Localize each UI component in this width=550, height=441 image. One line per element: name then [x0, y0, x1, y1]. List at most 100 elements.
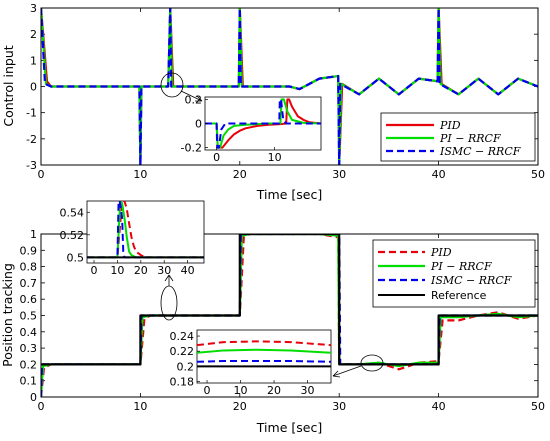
bottom-y-tick-label-4: 0.3: [20, 342, 38, 355]
bottom-zoom-connector-2: [332, 365, 362, 377]
top-zoom-connector: [180, 90, 203, 102]
top-inset-tick-labels: 0 10 -0.2 0 0.2: [181, 93, 282, 164]
top-x-tick-label-1: 0: [38, 168, 45, 181]
bottom-y-tick-label-11: 1: [30, 228, 37, 241]
bottom-inset-1-x-tick-label-2: 10: [110, 264, 124, 277]
top-y-tick-label-3: -1: [26, 107, 37, 120]
bottom-inset-2-series-group: [197, 340, 331, 368]
bottom-legend-pid-label: PID: [430, 246, 452, 259]
bottom-zoom-arrowhead-1: [164, 274, 174, 282]
bottom-y-axis-label: Position tracking: [0, 263, 15, 367]
bottom-inset-2-x-tick-label-4: 30: [301, 384, 315, 397]
bottom-series-group: [41, 234, 538, 397]
top-inset-series-group: [205, 98, 321, 149]
top-x-tick-label-3: 20: [233, 168, 247, 181]
bottom-legend: PID PI − RRCF ISMC − RRCF Reference: [372, 239, 536, 308]
bottom-series-4-line: [41, 234, 538, 366]
bottom-x-tick-label-1: 0: [38, 400, 45, 413]
bottom-zoom-arrowhead-2: [332, 370, 341, 378]
top-y-tick-label-4: 0: [30, 81, 37, 94]
top-series-group: [41, 8, 538, 165]
top-x-tick-label-4: 30: [332, 168, 346, 181]
bottom-y-tick-label-7: 0.6: [20, 293, 38, 306]
top-x-tick-label-6: 50: [531, 168, 545, 181]
bottom-legend-ismc-label: ISMC − RRCF: [430, 274, 512, 287]
bottom-inset-1-x-tick-label-4: 30: [157, 264, 171, 277]
bottom-y-tick-label-9: 0.8: [20, 261, 38, 274]
top-legend-pi-label: PI − RRCF: [439, 132, 501, 145]
top-legend-pid-label: PID: [439, 119, 461, 132]
bottom-inset-2-y-tick-label-2: 0.2: [177, 360, 195, 373]
bottom-inset-2-series-2-line: [197, 348, 331, 354]
bottom-y-tick-label-1: 0: [30, 391, 37, 404]
top-x-axis-label: Time [sec]: [256, 187, 322, 202]
bottom-legend-reference-label: Reference: [431, 289, 487, 302]
top-zoom-ellipse: [160, 72, 184, 98]
top-inset-y-tick-label-2: 0: [195, 118, 202, 131]
bottom-inset-2-x-tick-label-1: 0: [204, 384, 211, 397]
bottom-panel: 0 10 20 30 40 50 00.10.20.30.40.50.60.70.80.9…: [0, 200, 546, 435]
bottom-inset-2-series-3-line: [197, 360, 331, 363]
top-inset: 0 10 -0.2 0 0.2: [181, 93, 322, 164]
top-legend: PID PI − RRCF ISMC − RRCF: [380, 112, 536, 162]
bottom-x-tick-label-6: 50: [531, 400, 545, 413]
bottom-inset-2: 0 10 20 30 0.18 0.2 0.22 0.24: [170, 329, 332, 397]
bottom-inset-1-y-tick-label-1: 0.5: [67, 251, 85, 264]
bottom-series-1-line: [41, 234, 538, 397]
top-axes-box: [40, 7, 539, 166]
top-legend-ismc-label: ISMC − RRCF: [439, 145, 521, 158]
bottom-inset-2-x-tick-label-3: 20: [267, 384, 281, 397]
top-y-tick-label-1: -3: [26, 159, 37, 172]
bottom-inset-1-series-group: [87, 201, 204, 259]
top-inset-series-3-line: [205, 98, 321, 149]
bottom-inset-1-y-tick-label-2: 0.52: [60, 229, 85, 242]
bottom-x-tick-label-2: 10: [133, 400, 147, 413]
bottom-inset-2-series-1-line: [197, 340, 331, 347]
bottom-inset-1: 0 10 20 30 40 0.5 0.52 0.54: [60, 200, 205, 277]
top-y-tick-label-6: 2: [30, 28, 37, 41]
top-panel: 0 10 20 30 40 50 -3 -2 -1 0 1 2 3 Time [sec] Contro…: [1, 2, 545, 202]
top-x-tick-labels: 0 10 20 30 40 50: [38, 168, 546, 181]
bottom-x-tick-label-5: 40: [432, 400, 446, 413]
bottom-y-tick-label-6: 0.5: [20, 310, 38, 323]
top-x-tick-label-2: 10: [133, 168, 147, 181]
bottom-legend-pi-label: PI − RRCF: [430, 260, 492, 273]
bottom-inset-2-y-tick-label-3: 0.22: [170, 345, 195, 358]
bottom-inset-2-box: [196, 329, 332, 384]
bottom-y-tick-label-2: 0.1: [20, 375, 38, 388]
bottom-y-tick-labels: 0 0.1 0.2 0.3 0.4 0.5 0.6 0.7 0.8 0.9 1: [20, 228, 38, 404]
top-y-tick-label-5: 1: [30, 54, 37, 67]
bottom-inset-1-x-tick-label-1: 0: [91, 264, 98, 277]
top-zoom-arrowhead: [195, 95, 203, 102]
bottom-x-axis-label: Time [sec]: [256, 420, 322, 435]
top-series-3-line: [41, 8, 538, 165]
top-inset-x-tick-label-1: 0: [213, 151, 220, 164]
top-inset-x-tick-label-2: 10: [268, 151, 282, 164]
bottom-y-tick-label-8: 0.7: [20, 277, 38, 290]
bottom-y-tick-label-10: 0.9: [20, 244, 38, 257]
bottom-x-tick-label-4: 30: [332, 400, 346, 413]
bottom-inset-1-box: [86, 200, 205, 264]
bottom-inset-1-x-tick-label-5: 40: [181, 264, 195, 277]
top-y-axis-label: Control input: [1, 45, 16, 126]
bottom-x-tick-label-3: 20: [233, 400, 247, 413]
top-inset-series-1-line: [205, 98, 321, 149]
bottom-inset-1-tick-labels: 0 10 20 30 40 0.5 0.52 0.54: [60, 206, 195, 277]
bottom-zoom-ellipse-2: [360, 354, 384, 372]
top-inset-y-tick-label-1: -0.2: [181, 142, 202, 155]
bottom-y-tick-label-5: 0.4: [20, 326, 38, 339]
top-y-tick-labels: -3 -2 -1 0 1 2 3: [26, 2, 37, 172]
bottom-x-tick-labels: 0 10 20 30 40 50: [38, 400, 546, 413]
top-x-tick-label-5: 40: [432, 168, 446, 181]
top-y-tick-label-2: -2: [26, 133, 37, 146]
bottom-inset-2-y-tick-label-1: 0.18: [170, 375, 195, 388]
top-y-tick-label-7: 3: [30, 2, 37, 15]
bottom-axes-box: [40, 233, 539, 398]
bottom-inset-2-x-tick-label-2: 10: [234, 384, 248, 397]
bottom-inset-1-x-tick-label-3: 20: [134, 264, 148, 277]
bottom-inset-1-y-tick-label-3: 0.54: [60, 206, 85, 219]
bottom-inset-2-tick-labels: 0 10 20 30 0.18 0.2 0.22 0.24: [170, 330, 315, 397]
bottom-inset-1-series-1-line: [87, 201, 204, 259]
